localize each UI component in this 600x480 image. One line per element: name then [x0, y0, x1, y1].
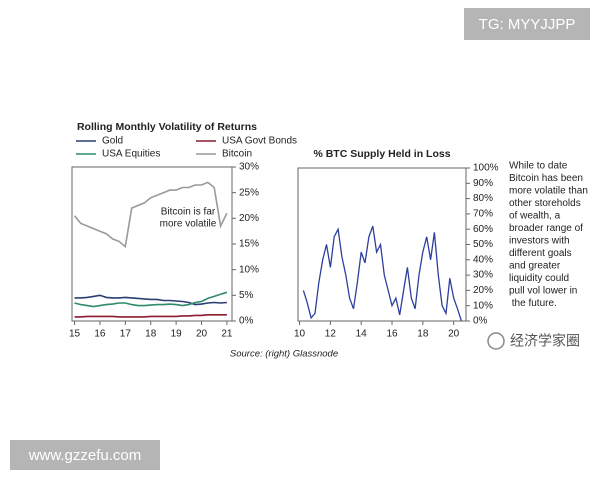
annotation: the future. [509, 298, 557, 309]
y-tick-label: 40% [473, 254, 493, 265]
y-tick-label: 20% [239, 213, 259, 224]
annotation: Bitcoin is far [161, 207, 216, 218]
annotation: While to date [509, 161, 568, 172]
x-tick-label: 12 [325, 329, 337, 340]
series-line [73, 181, 228, 249]
x-tick-label: 15 [69, 329, 81, 340]
y-tick-label: 100% [473, 163, 499, 174]
y-tick-label: 10% [473, 300, 493, 311]
chart-title: Rolling Monthly Volatility of Returns [77, 121, 257, 133]
annotation: more volatile [160, 219, 217, 230]
y-tick-label: 30% [473, 270, 493, 281]
series-line [74, 294, 227, 306]
x-tick-label: 18 [417, 329, 429, 340]
y-tick-label: 50% [473, 239, 493, 250]
watermark: TG: MYYJJPP [479, 16, 576, 33]
x-tick-label: 20 [448, 329, 460, 340]
y-tick-label: 10% [239, 264, 259, 275]
series-line [302, 225, 463, 322]
x-tick-label: 21 [221, 329, 233, 340]
series-line [74, 314, 227, 318]
watermark-box [10, 440, 160, 470]
annotation: different goals [509, 248, 572, 259]
annotation: investors with [509, 236, 570, 247]
annotation: pull vol lower in [509, 286, 577, 297]
x-tick-label: 16 [94, 329, 106, 340]
brand-icon [487, 332, 505, 350]
x-tick-label: 10 [294, 329, 306, 340]
y-tick-label: 80% [473, 193, 493, 204]
legend-label: USA Govt Bonds [222, 136, 297, 147]
chart-title: % BTC Supply Held in Loss [313, 148, 450, 160]
source: Source: (right) Glassnode [230, 349, 338, 360]
watermark: www.gzzefu.com [28, 447, 142, 464]
annotation: and greater [509, 261, 561, 272]
legend-label: Gold [102, 136, 123, 147]
y-tick-label: 60% [473, 224, 493, 235]
y-tick-label: 25% [239, 187, 259, 198]
annotation: broader range of [509, 223, 583, 234]
annotation: other storeholds [509, 198, 581, 209]
annotation: Bitcoin has been [509, 173, 583, 184]
y-tick-label: 0% [239, 316, 254, 327]
annotation: of wealth, a [509, 211, 561, 222]
x-tick-label: 20 [196, 329, 208, 340]
y-tick-label: 20% [473, 285, 493, 296]
legend-label: Bitcoin [222, 149, 252, 160]
y-tick-label: 0% [473, 316, 488, 327]
y-tick-label: 5% [239, 290, 254, 301]
y-tick-label: 70% [473, 209, 493, 220]
x-tick-label: 14 [356, 329, 368, 340]
annotation: liquidity could [509, 273, 569, 284]
y-tick-label: 90% [473, 178, 493, 189]
annotation: more volatile than [509, 186, 588, 197]
x-tick-label: 16 [386, 329, 398, 340]
brand: 经济学家圈 [510, 333, 580, 349]
x-tick-label: 18 [145, 329, 157, 340]
y-tick-label: 15% [239, 239, 259, 250]
series-line [74, 291, 228, 308]
y-tick-label: 30% [239, 162, 259, 173]
x-tick-label: 19 [171, 329, 183, 340]
x-tick-label: 17 [120, 329, 132, 340]
watermark-box [464, 8, 590, 40]
legend-label: USA Equities [102, 149, 160, 160]
